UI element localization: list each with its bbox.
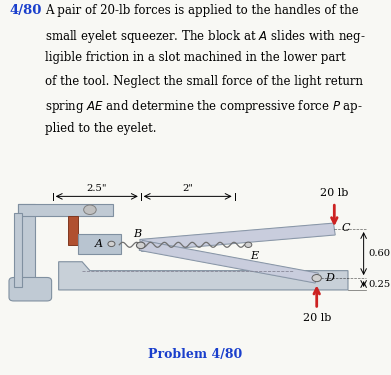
Circle shape (84, 205, 96, 214)
Text: ligible friction in a slot machined in the lower part: ligible friction in a slot machined in t… (45, 51, 346, 64)
Text: D: D (325, 273, 334, 283)
Text: 20 lb: 20 lb (303, 313, 331, 323)
Text: E: E (250, 251, 258, 261)
Text: 0.60": 0.60" (368, 249, 391, 258)
Polygon shape (140, 223, 335, 251)
Polygon shape (18, 204, 35, 290)
Text: small eyelet squeezer. The block at $A$ slides with neg-: small eyelet squeezer. The block at $A$ … (45, 28, 366, 45)
Text: of the tool. Neglect the small force of the light return: of the tool. Neglect the small force of … (45, 75, 363, 88)
Polygon shape (18, 204, 113, 216)
Polygon shape (140, 223, 335, 251)
Circle shape (312, 274, 321, 282)
Circle shape (245, 242, 252, 248)
Text: Problem 4/80: Problem 4/80 (148, 348, 243, 361)
Text: A: A (95, 239, 103, 249)
Text: 0.25": 0.25" (368, 279, 391, 288)
Text: 4/80: 4/80 (10, 4, 42, 17)
Text: B: B (134, 229, 142, 239)
Polygon shape (68, 216, 78, 245)
Polygon shape (139, 240, 318, 283)
Text: C: C (341, 223, 350, 232)
Text: 2.5": 2.5" (86, 183, 107, 192)
Text: plied to the eyelet.: plied to the eyelet. (45, 122, 156, 135)
Polygon shape (59, 262, 348, 290)
FancyBboxPatch shape (9, 278, 52, 301)
Circle shape (136, 242, 145, 249)
Polygon shape (139, 240, 318, 283)
Polygon shape (78, 234, 121, 254)
Text: 20 lb: 20 lb (320, 188, 348, 198)
Polygon shape (14, 213, 22, 287)
Text: spring $AE$ and determine the compressive force $P$ ap-: spring $AE$ and determine the compressiv… (45, 99, 363, 116)
Text: A pair of 20-lb forces is applied to the handles of the: A pair of 20-lb forces is applied to the… (45, 4, 359, 17)
Text: 2": 2" (182, 183, 193, 192)
Circle shape (108, 241, 115, 247)
